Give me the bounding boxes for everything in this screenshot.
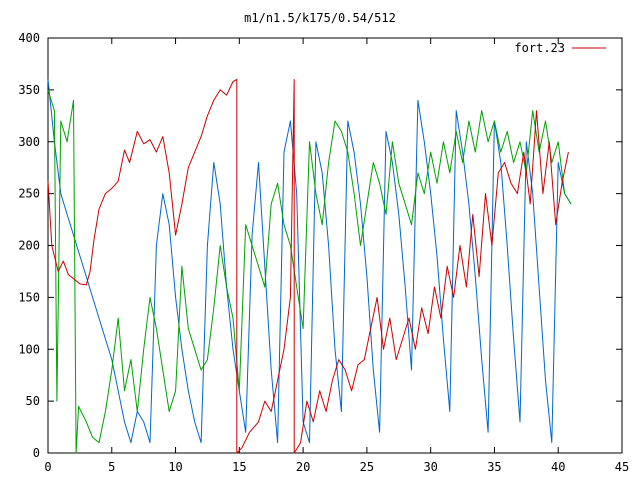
y-tick-label: 300 [18,135,40,149]
y-tick-label: 200 [18,239,40,253]
x-axis: 0 5 10 15 20 25 30 35 40 45 [44,38,629,474]
legend: fort.23 [514,41,606,55]
legend-label: fort.23 [514,41,565,55]
x-tick-label: 25 [360,460,374,474]
x-tick-label: 40 [551,460,565,474]
y-tick-label: 100 [18,342,40,356]
x-tick-label: 15 [232,460,246,474]
series-line-2 [47,79,572,444]
y-tick-label: 250 [18,187,40,201]
series-line-0 [47,79,569,454]
x-tick-label: 20 [296,460,310,474]
chart-title: m1/n1.5/k175/0.54/512 [244,11,396,25]
x-tick-label: 45 [615,460,629,474]
x-tick-label: 10 [168,460,182,474]
y-tick-label: 400 [18,31,40,45]
x-tick-label: 5 [108,460,115,474]
y-tick-label: 150 [18,290,40,304]
y-axis: 0 50 100 150 200 250 300 350 400 [18,31,622,460]
series-layer [47,79,572,454]
x-tick-label: 0 [44,460,51,474]
x-tick-label: 30 [423,460,437,474]
y-tick-label: 0 [33,446,40,460]
series-line-1 [47,89,572,454]
y-tick-label: 50 [26,394,40,408]
y-tick-label: 350 [18,83,40,97]
x-tick-label: 35 [487,460,501,474]
